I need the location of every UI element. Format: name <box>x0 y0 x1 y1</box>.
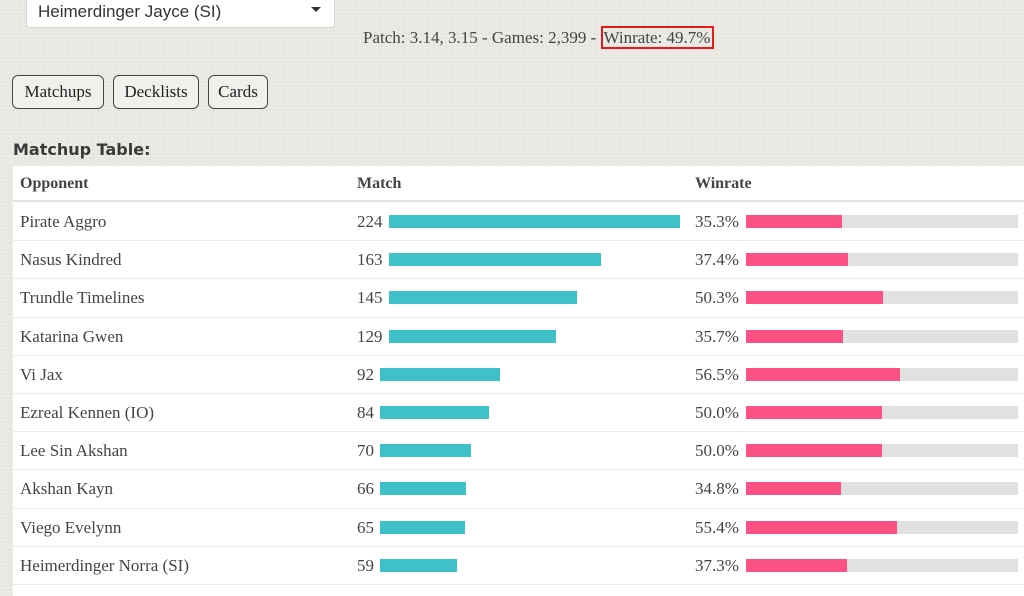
match-count-bar <box>380 558 457 572</box>
match-count-bar <box>388 329 557 343</box>
opponent-name[interactable]: Viego Evelynn <box>20 517 122 537</box>
table-row[interactable]: Heimerdinger Norra (SI) 59 37.3% <box>13 547 1024 585</box>
winrate-bar-fill <box>746 520 897 534</box>
winrate-bar-track <box>746 367 1018 381</box>
winrate-bar-fill <box>746 444 882 458</box>
match-count-bar <box>388 253 601 267</box>
winrate-bar-fill <box>746 253 848 267</box>
column-header-opponent[interactable]: Opponent <box>20 175 89 192</box>
table-row[interactable]: Katarina Gwen 129 35.7% <box>13 318 1024 356</box>
opponent-name[interactable]: Heimerdinger Norra (SI) <box>20 555 189 575</box>
winrate-value: 35.3% <box>695 212 739 231</box>
winrate-bar-track <box>746 444 1018 458</box>
match-count-bar <box>380 444 472 458</box>
table-row[interactable]: Nasus Kindred 163 37.4% <box>13 241 1024 280</box>
column-header-match[interactable]: Match <box>357 175 402 192</box>
opponent-name[interactable]: Lee Sin Akshan <box>20 441 128 461</box>
column-header-winrate[interactable]: Winrate <box>695 175 752 192</box>
winrate-value: 34.8% <box>695 479 739 499</box>
match-count-bar <box>388 291 578 305</box>
table-row[interactable]: Akshan Kayn 66 34.8% <box>13 470 1024 509</box>
match-count-bar <box>380 367 500 381</box>
winrate-bar-track <box>746 215 1018 228</box>
winrate-bar-fill <box>746 558 848 572</box>
opponent-name[interactable]: Katarina Gwen <box>20 326 124 346</box>
match-count-bar <box>380 482 466 496</box>
tab-decklists[interactable]: Decklists <box>113 75 199 109</box>
winrate-value: 37.4% <box>695 250 739 270</box>
deck-summary: Patch: 3.14, 3.15 - Games: 2,399 - Winra… <box>363 26 715 49</box>
matchup-table: Opponent Match Winrate Pirate Aggro 224 35… <box>13 166 1024 596</box>
winrate-bar-track <box>746 482 1018 496</box>
match-count: 163 <box>357 250 383 270</box>
deck-select-dropdown[interactable]: Heimerdinger Jayce (SI) <box>26 0 335 28</box>
match-count: 129 <box>357 326 383 346</box>
table-row[interactable]: Vi Jax 92 56.5% <box>13 356 1024 394</box>
match-count-bar <box>380 520 465 534</box>
opponent-name[interactable]: Akshan Kayn <box>20 479 114 499</box>
winrate-bar-track <box>746 329 1018 343</box>
match-count: 59 <box>357 555 374 575</box>
match-count-bar <box>380 405 490 419</box>
winrate-bar-fill <box>746 482 841 496</box>
tab-cards[interactable]: Cards <box>208 75 268 109</box>
match-count: 145 <box>357 288 383 308</box>
matchup-table-heading: Matchup Table: <box>13 140 151 159</box>
opponent-name[interactable]: Trundle Timelines <box>20 288 145 308</box>
winrate-bar-track <box>746 520 1018 534</box>
opponent-name[interactable]: Ezreal Kennen (IO) <box>20 402 155 422</box>
winrate-value: 56.5% <box>695 364 739 384</box>
table-body: Pirate Aggro 224 35.3% Nasus Kindred 163 37.4… <box>13 203 1024 585</box>
table-row[interactable]: Viego Evelynn 65 55.4% <box>13 509 1024 547</box>
winrate-value: 55.4% <box>695 517 739 537</box>
winrate-bar-track <box>746 253 1018 267</box>
chevron-down-icon <box>311 7 321 12</box>
match-count: 65 <box>357 517 374 537</box>
match-count: 66 <box>357 479 374 499</box>
winrate-value: 50.3% <box>695 288 739 308</box>
match-count: 92 <box>357 364 374 384</box>
tab-matchups[interactable]: Matchups <box>12 75 104 109</box>
match-count-bar <box>388 215 680 228</box>
summary-winrate: Winrate: 49.7% <box>600 26 715 49</box>
match-count: 84 <box>357 402 374 422</box>
winrate-bar-fill <box>746 405 882 419</box>
winrate-bar-fill <box>746 291 883 305</box>
winrate-bar-track <box>746 291 1018 305</box>
table-row[interactable]: Pirate Aggro 224 35.3% <box>13 203 1024 242</box>
winrate-bar-fill <box>746 329 844 343</box>
summary-patch-games: Patch: 3.14, 3.15 - Games: 2,399 - <box>363 28 601 47</box>
winrate-bar-track <box>746 558 1018 572</box>
match-count: 224 <box>357 212 383 231</box>
winrate-value: 50.0% <box>695 441 739 461</box>
winrate-bar-track <box>746 405 1018 419</box>
winrate-value: 37.3% <box>695 555 739 575</box>
winrate-bar-fill <box>746 215 843 228</box>
opponent-name[interactable]: Pirate Aggro <box>20 212 107 231</box>
table-row[interactable]: Ezreal Kennen (IO) 84 50.0% <box>13 394 1024 433</box>
table-row[interactable]: Trundle Timelines 145 50.3% <box>13 279 1024 318</box>
winrate-bar-fill <box>746 367 900 381</box>
opponent-name[interactable]: Nasus Kindred <box>20 250 122 270</box>
winrate-value: 35.7% <box>695 326 739 346</box>
winrate-value: 50.0% <box>695 402 739 422</box>
table-header-row: Opponent Match Winrate <box>13 166 1024 202</box>
table-row[interactable]: Lee Sin Akshan 70 50.0% <box>13 432 1024 471</box>
deck-select-value: Heimerdinger Jayce (SI) <box>38 2 222 21</box>
opponent-name[interactable]: Vi Jax <box>20 364 63 384</box>
match-count: 70 <box>357 441 374 461</box>
